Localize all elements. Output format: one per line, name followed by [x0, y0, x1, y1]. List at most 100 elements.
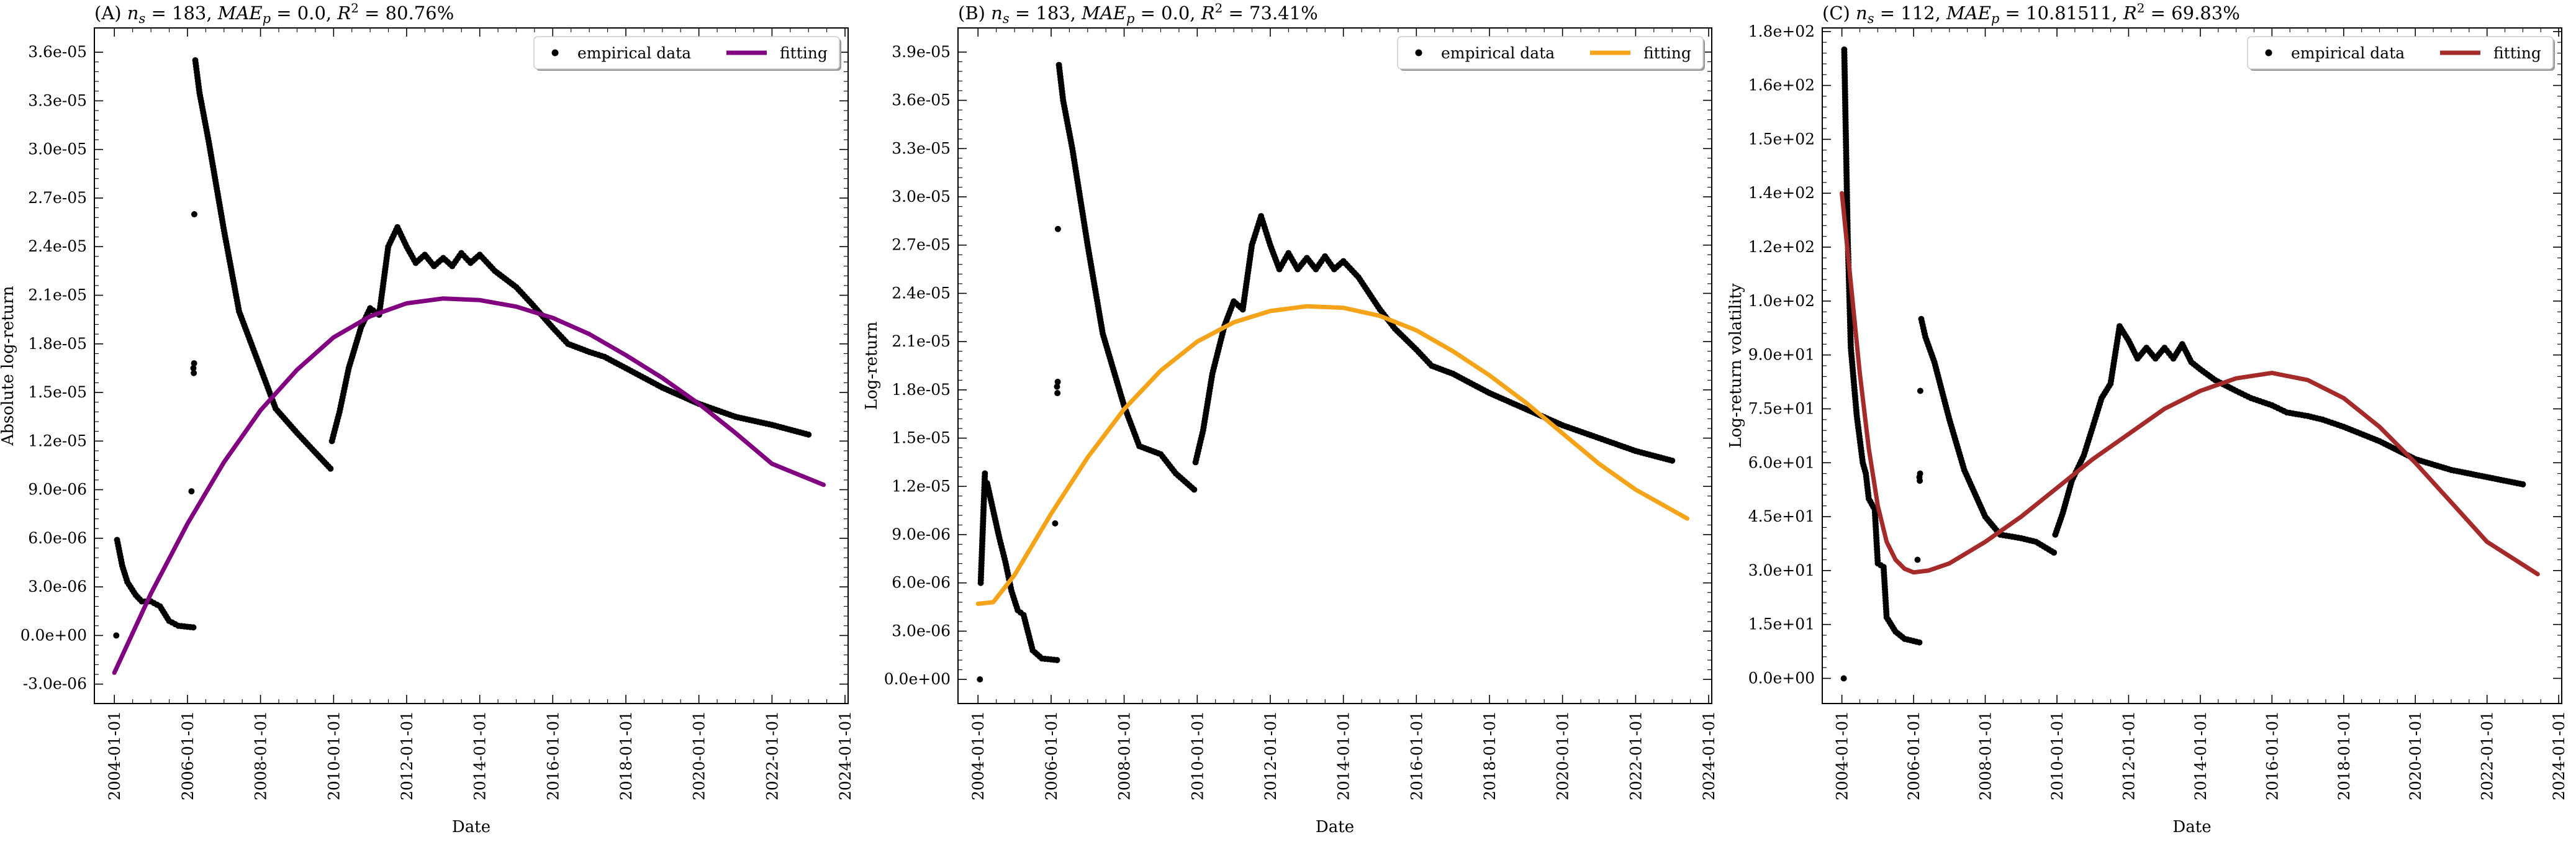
legend-marker-empirical [2265, 49, 2272, 57]
y-tick-label: 3.0e-06 [28, 577, 87, 595]
y-tick-label: 3.9e-05 [892, 43, 951, 61]
x-axis-label: Date [2172, 818, 2211, 836]
x-tick-label: 2014-01-01 [1335, 711, 1353, 800]
data-point [1054, 383, 1060, 390]
y-tick-label: 3.6e-05 [28, 43, 87, 61]
x-tick-label: 2010-01-01 [325, 711, 343, 800]
legend-marker-empirical [551, 49, 559, 57]
x-tick-label: 2022-01-01 [763, 711, 781, 800]
fitting-line [975, 304, 1689, 606]
y-tick-label: 3.0e-05 [892, 188, 951, 206]
empirical-series [113, 57, 812, 639]
data-point [1054, 657, 1060, 664]
plot-frame [1822, 27, 2562, 704]
x-tick-label: 2014-01-01 [471, 711, 489, 800]
y-tick-label: 2.4e-05 [28, 237, 87, 255]
y-tick-label: 1.5e-05 [892, 429, 951, 447]
y-tick-label: 1.2e+02 [1748, 238, 1815, 256]
data-point [1917, 387, 1923, 394]
legend-box [533, 36, 840, 70]
data-point [190, 364, 197, 371]
x-tick-label: 2012-01-01 [2120, 711, 2138, 800]
legend-label-empirical: empirical data [577, 44, 691, 62]
y-tick-label: 3.0e+01 [1748, 561, 1815, 579]
x-tick-label: 2004-01-01 [106, 711, 124, 800]
data-point [1917, 470, 1923, 477]
x-tick-label: 2006-01-01 [179, 711, 197, 800]
data-point [1916, 639, 1923, 646]
empirical-series [1840, 46, 2526, 682]
x-tick-label: 2008-01-01 [1977, 711, 1995, 800]
x-tick-label: 2022-01-01 [2479, 711, 2497, 800]
y-tick-label: 1.8e-05 [28, 335, 87, 353]
y-tick-label: 6.0e+01 [1748, 453, 1815, 471]
data-point [2051, 549, 2058, 556]
data-point [2520, 481, 2526, 487]
plot-frame [957, 27, 1712, 704]
fitting-line [1840, 191, 2540, 577]
y-tick-label: 1.5e+02 [1748, 130, 1815, 148]
y-tick-label: 3.6e-05 [892, 91, 951, 109]
x-axis-label: Date [1316, 818, 1354, 836]
y-tick-label: 1.8e+02 [1748, 22, 1815, 40]
x-tick-label: 2024-01-01 [2550, 711, 2568, 800]
y-tick-label: 0.0e+00 [20, 626, 87, 644]
x-tick-label: 2018-01-01 [1481, 711, 1499, 800]
y-tick-label: 3.3e-05 [28, 91, 87, 109]
y-tick-label: 2.7e-05 [28, 189, 87, 207]
y-tick-label: 3.0e-05 [28, 140, 87, 158]
legend-box [2247, 36, 2554, 70]
x-tick-label: 2006-01-01 [1905, 711, 1923, 800]
y-tick-label: 1.0e+02 [1748, 292, 1815, 310]
legend-label-fitting: fitting [1643, 44, 1691, 62]
panel-title: (B) ns = 183, MAEp = 0.0, R2 = 73.41% [958, 1, 1318, 26]
x-axis-label: Date [452, 818, 490, 836]
y-axis-label: Absolute log-return [0, 286, 17, 446]
fitting-line [112, 296, 826, 675]
panel-title: (C) ns = 112, MAEp = 10.81511, R2 = 69.8… [1822, 1, 2240, 26]
data-point [805, 431, 812, 438]
legend: empirical data fitting [2247, 36, 2555, 71]
data-point [1840, 675, 1847, 682]
x-tick-label: 2020-01-01 [690, 711, 708, 800]
y-tick-label: 1.2e-05 [892, 477, 951, 495]
panel-b: (B) ns = 183, MAEp = 0.0, R2 = 73.41% 0.0… [862, 1, 1718, 836]
y-axis-label: Log-return volatility [1727, 283, 1745, 448]
x-tick-label: 2018-01-01 [2335, 711, 2353, 800]
data-point [1669, 457, 1676, 464]
data-point [1054, 225, 1061, 232]
legend-marker-empirical [1415, 49, 1422, 57]
y-tick-label: 3.3e-05 [892, 139, 951, 157]
x-tick-label: 2018-01-01 [617, 711, 635, 800]
y-tick-label: 2.1e-05 [892, 332, 951, 350]
y-tick-label: 1.4e+02 [1748, 184, 1815, 202]
panel-title: (A) ns = 183, MAEp = 0.0, R2 = 80.76% [94, 1, 454, 26]
x-tick-label: 2016-01-01 [544, 711, 562, 800]
x-tick-label: 2024-01-01 [836, 711, 854, 800]
x-tick-label: 2008-01-01 [1116, 711, 1134, 800]
y-tick-label: 1.5e+01 [1748, 615, 1815, 633]
y-tick-label: 0.0e+00 [884, 670, 951, 688]
data-point [190, 624, 197, 631]
y-tick-label: 1.6e+02 [1748, 76, 1815, 94]
data-point [1054, 378, 1061, 385]
data-point [191, 360, 197, 367]
legend-label-empirical: empirical data [2291, 44, 2405, 62]
y-tick-label: 1.8e-05 [892, 381, 951, 399]
data-point [977, 676, 983, 683]
data-point [982, 470, 988, 477]
legend-box [1397, 36, 1704, 70]
x-tick-label: 2016-01-01 [2263, 711, 2281, 800]
data-point [1917, 478, 1923, 484]
data-point [327, 465, 334, 472]
plot-frame [94, 27, 849, 704]
data-point [113, 632, 120, 639]
y-tick-label: 2.4e-05 [892, 284, 951, 302]
x-tick-label: 2020-01-01 [2407, 711, 2425, 800]
y-tick-label: 1.2e-05 [28, 432, 87, 450]
x-tick-label: 2024-01-01 [1700, 711, 1718, 800]
y-tick-label: 2.1e-05 [28, 286, 87, 304]
y-tick-label: 9.0e-06 [892, 525, 951, 543]
